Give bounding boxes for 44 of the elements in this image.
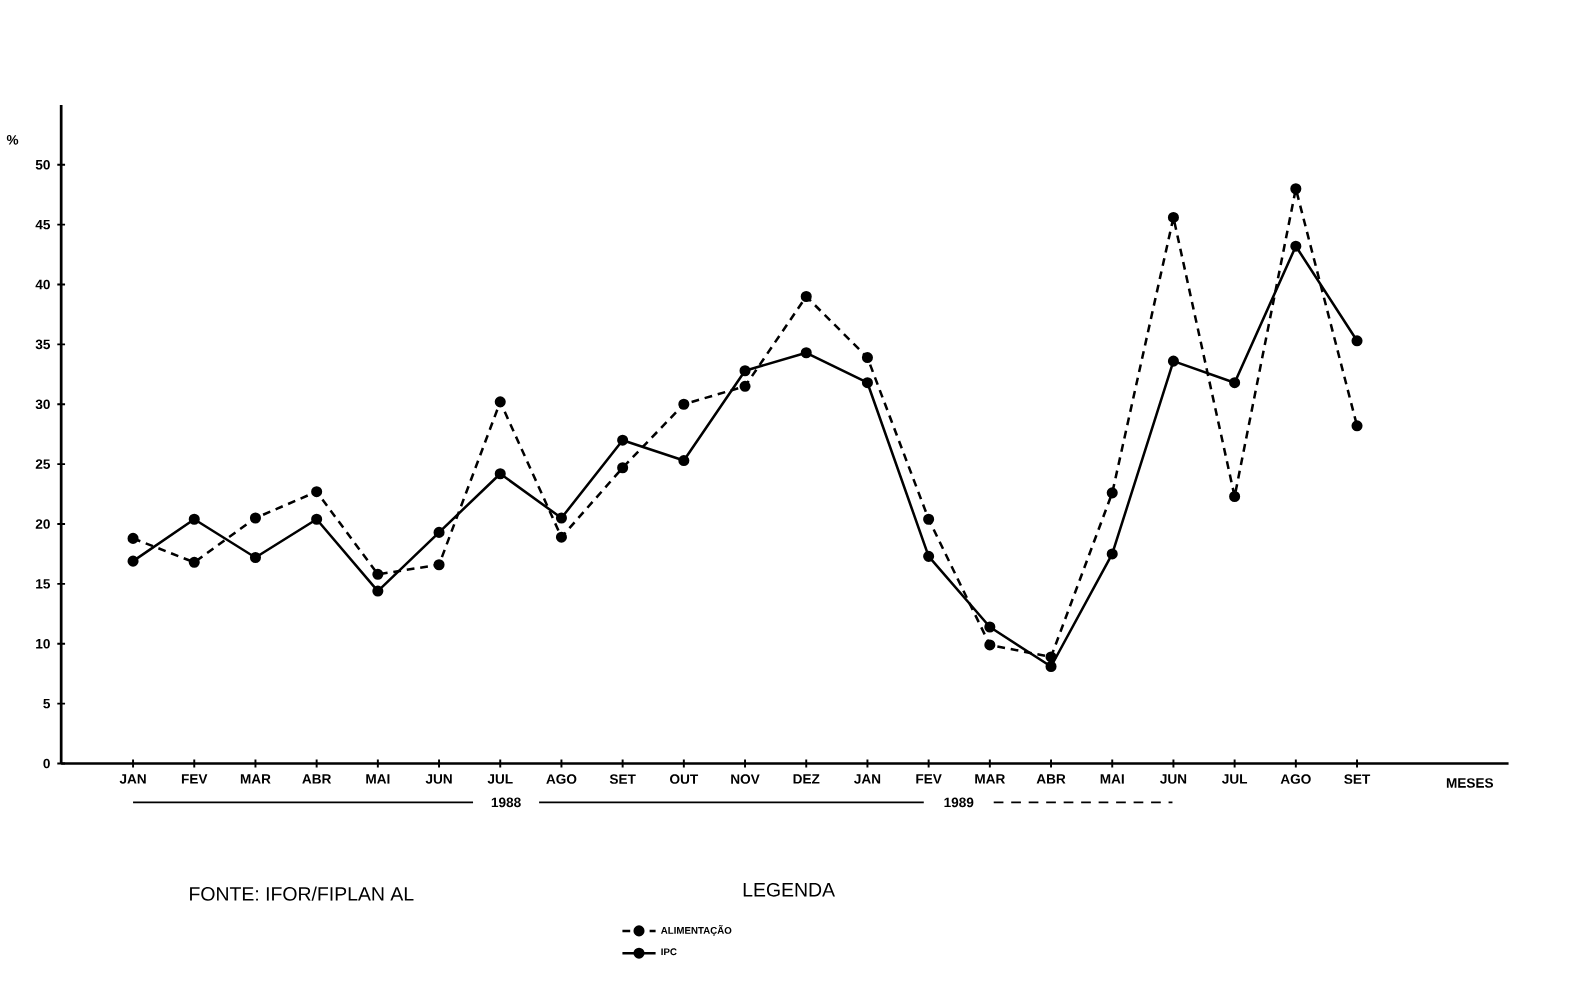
point [739, 364, 751, 376]
point [1290, 240, 1302, 252]
point [1351, 419, 1363, 431]
point [249, 551, 261, 563]
point [555, 512, 567, 524]
point [311, 513, 323, 525]
point [188, 556, 200, 568]
point [617, 434, 629, 446]
point [1351, 334, 1363, 346]
point [1229, 376, 1241, 388]
point [249, 512, 261, 524]
point [861, 376, 873, 388]
point [372, 568, 384, 580]
point [861, 351, 873, 363]
point [433, 558, 445, 570]
legend-title: LEGENDA [743, 882, 835, 897]
point [923, 550, 935, 562]
point [372, 585, 384, 597]
point [555, 531, 567, 543]
point [739, 380, 751, 392]
point [923, 513, 935, 525]
point [617, 461, 629, 473]
point [678, 454, 690, 466]
point [494, 395, 506, 407]
point [311, 485, 323, 497]
point [188, 513, 200, 525]
point [984, 639, 996, 651]
point [1045, 660, 1057, 672]
point [678, 398, 690, 410]
point [1045, 650, 1057, 663]
point [1167, 211, 1179, 223]
point [127, 532, 139, 544]
point [494, 467, 506, 479]
point [1106, 547, 1118, 560]
point [800, 290, 812, 302]
point [800, 346, 812, 358]
source-note: FONTE: IFOR/FIPLAN AL [190, 886, 414, 901]
point [127, 555, 139, 567]
point [433, 526, 445, 538]
point [1290, 182, 1302, 194]
point [984, 621, 996, 633]
point [1229, 490, 1241, 502]
point [1106, 486, 1118, 499]
point [1167, 355, 1179, 367]
